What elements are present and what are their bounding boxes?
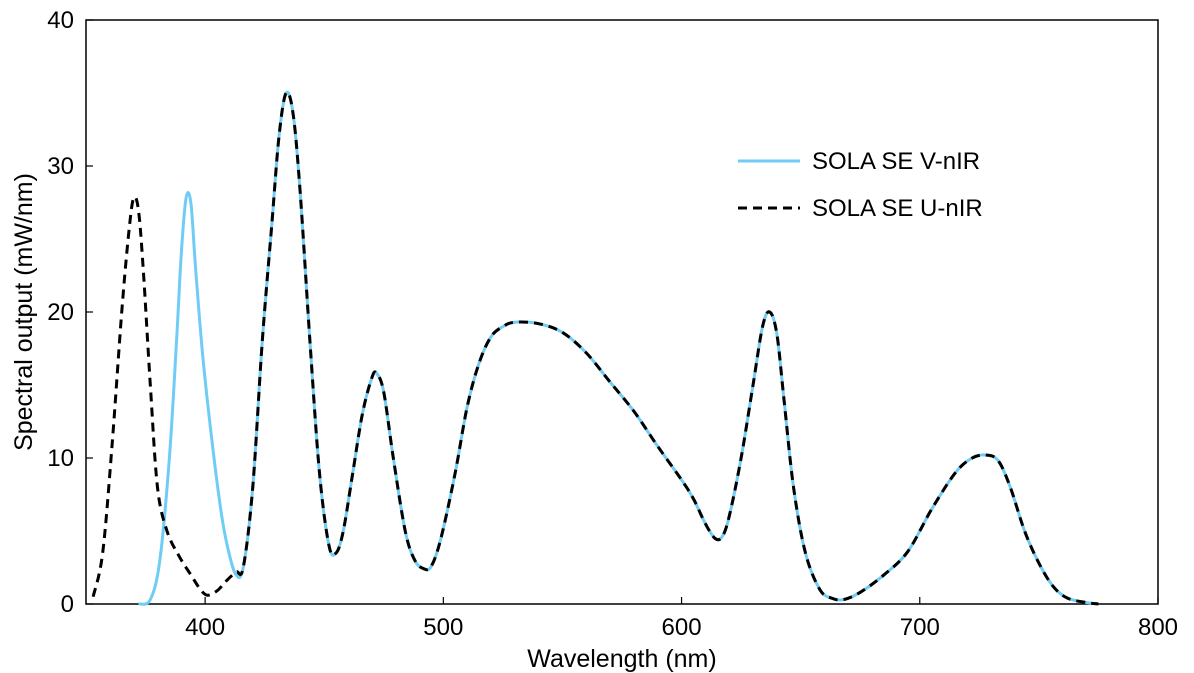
plot-frame xyxy=(85,19,1159,605)
x-axis-title: Wavelength (nm) xyxy=(527,645,716,673)
series-line-u-nir xyxy=(91,90,1099,606)
x-tick-label: 800 xyxy=(1138,614,1178,641)
y-tick-label: 40 xyxy=(47,7,74,34)
x-tick-label: 600 xyxy=(662,614,702,641)
legend-label: SOLA SE V-nIR xyxy=(812,148,980,175)
x-tick-label: 400 xyxy=(185,614,225,641)
y-axis-title: Spectral output (mW/nm) xyxy=(10,173,38,451)
y-tick-label: 20 xyxy=(47,299,74,326)
y-tick-label: 0 xyxy=(61,591,74,618)
y-axis-ticks: 0 10 20 30 40 xyxy=(47,7,93,618)
y-tick-label: 30 xyxy=(47,153,74,180)
y-tick-label: 10 xyxy=(47,445,74,472)
legend-label: SOLA SE U-nIR xyxy=(812,195,983,222)
series-layer xyxy=(91,90,1099,606)
x-tick-label: 500 xyxy=(423,614,463,641)
x-tick-label: 700 xyxy=(900,614,940,641)
x-axis-ticks: 400 500 600 700 800 xyxy=(185,597,1178,641)
legend: SOLA SE V-nIR SOLA SE U-nIR xyxy=(738,148,983,222)
